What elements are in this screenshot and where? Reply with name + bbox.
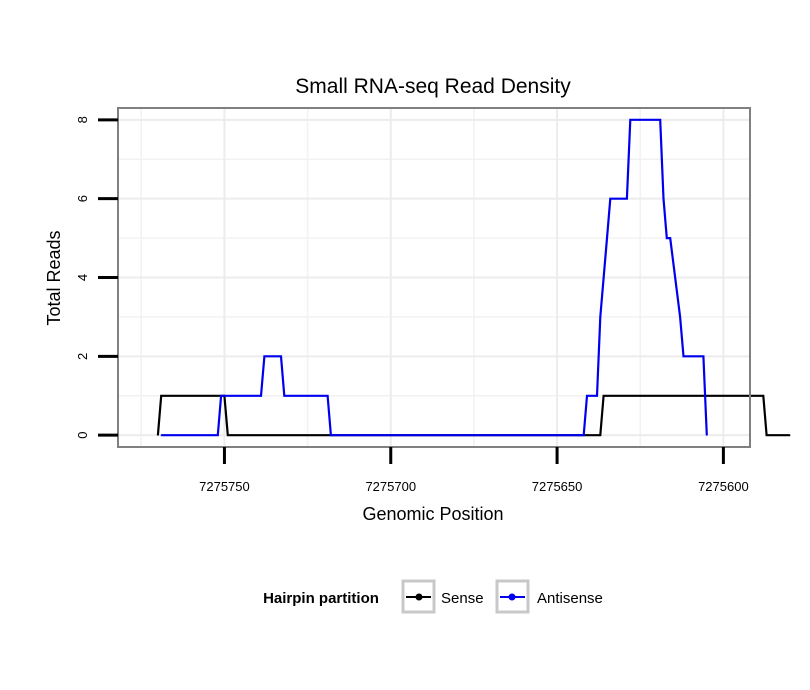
data-point-antisense [706, 434, 708, 436]
data-point-sense [599, 434, 601, 436]
data-point-sense [157, 434, 159, 436]
data-point-antisense [260, 395, 262, 397]
data-point-antisense [596, 395, 598, 397]
data-point-antisense [220, 395, 222, 397]
legend-item-sense: Sense [401, 579, 484, 614]
data-point-antisense [659, 119, 661, 121]
data-point-antisense [682, 355, 685, 357]
y-tick-label: 0 [75, 432, 90, 439]
grid [118, 108, 750, 447]
y-axis-label: Total Reads [44, 230, 64, 325]
x-tick-label: 7275750 [199, 479, 250, 494]
y-tick-label: 2 [75, 353, 90, 360]
data-point-antisense [583, 434, 585, 436]
legend-dot-sense [415, 593, 423, 601]
legend-title: Hairpin partition [263, 590, 379, 607]
x-tick-label: 7275600 [698, 479, 749, 494]
data-point-antisense [679, 316, 681, 318]
data-point-antisense [609, 198, 611, 200]
y-tick-label: 8 [75, 116, 90, 123]
series-lines [156, 118, 791, 437]
data-point-antisense [217, 434, 219, 436]
y-axis: 0 2 4 6 8 [75, 116, 118, 439]
legend-item-antisense: Antisense [495, 579, 603, 614]
data-point-antisense [326, 395, 329, 397]
data-point-antisense [666, 237, 668, 239]
data-point-antisense [626, 198, 628, 200]
y-tick-label: 6 [75, 195, 90, 202]
data-point-antisense [702, 355, 705, 357]
data-point-sense [762, 395, 764, 397]
data-point-antisense [629, 119, 631, 121]
data-point-sense [160, 395, 162, 397]
chart-title: Small RNA-seq Read Density [295, 75, 571, 98]
legend-label-sense: Sense [441, 590, 484, 607]
data-point-antisense [263, 355, 265, 357]
x-tick-label: 7275700 [365, 479, 416, 494]
data-point-antisense [586, 395, 588, 397]
data-point-antisense [606, 237, 608, 239]
data-point-sense [227, 434, 229, 436]
legend-label-antisense: Antisense [537, 590, 603, 607]
data-point-antisense [599, 316, 601, 318]
y-tick-label: 4 [75, 274, 90, 281]
data-point-antisense [160, 434, 162, 436]
data-point-sense [789, 434, 791, 436]
x-axis: 7275750 7275700 7275650 7275600 [199, 447, 749, 494]
data-point-antisense [669, 237, 671, 239]
data-point-sense [603, 395, 605, 397]
data-point-antisense [662, 198, 665, 200]
data-point-sense [766, 434, 768, 436]
x-tick-label: 7275650 [532, 479, 583, 494]
data-point-antisense [283, 395, 285, 397]
legend-dot-antisense [508, 593, 516, 601]
x-axis-label: Genomic Position [362, 504, 503, 524]
data-point-antisense [390, 434, 392, 436]
data-point-antisense [330, 434, 332, 436]
data-point-antisense [280, 355, 282, 357]
legend: Hairpin partition Sense Antisense [263, 579, 603, 614]
